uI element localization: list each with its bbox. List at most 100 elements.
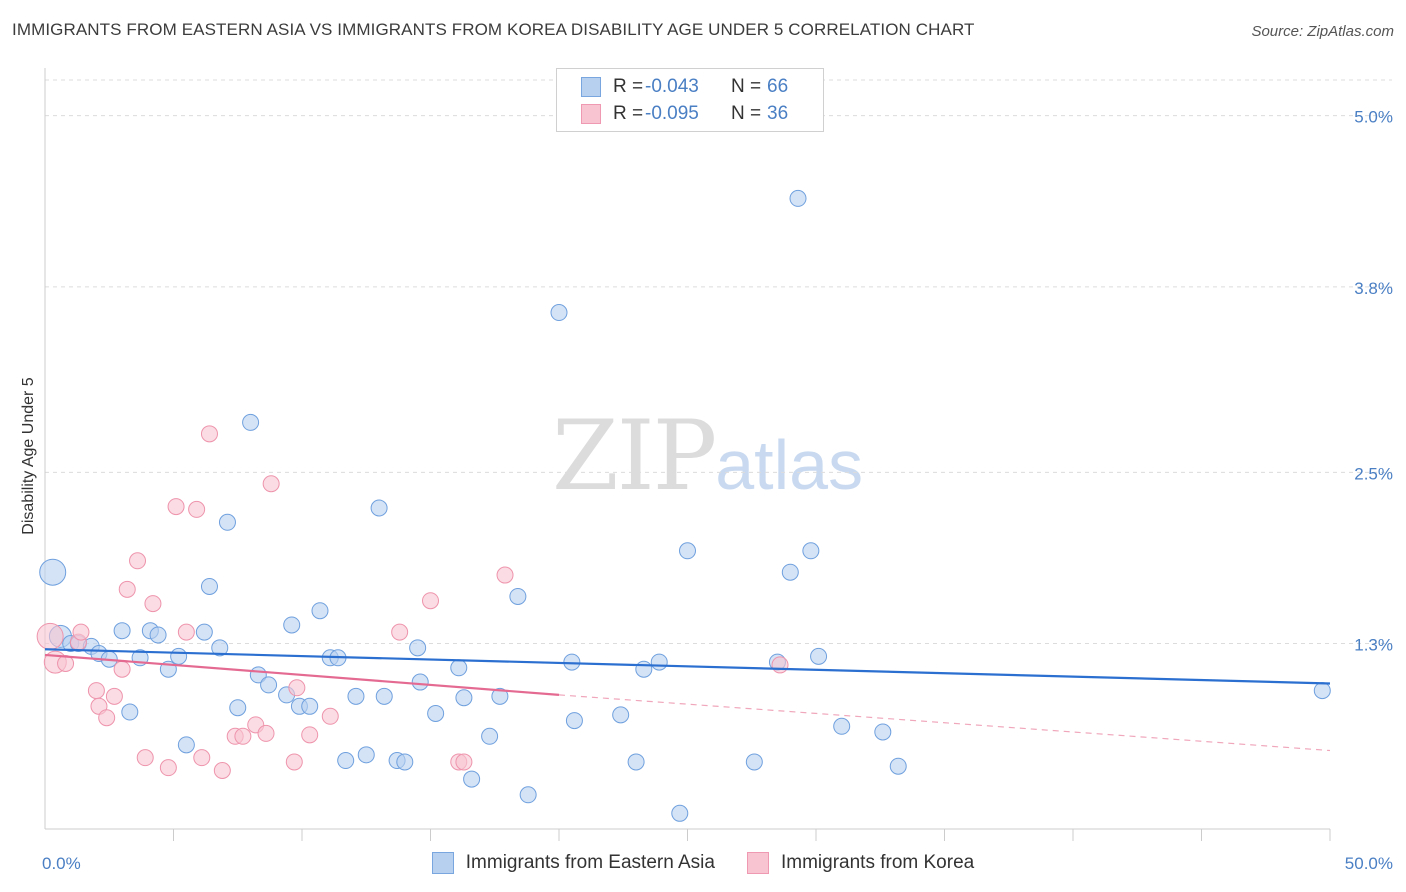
eastern-asia-point (491, 687, 509, 705)
korea-point (391, 623, 409, 641)
y-tick-label: 3.8% (1354, 279, 1393, 298)
eastern-asia-point (679, 542, 696, 560)
eastern-asia-point (260, 676, 278, 694)
legend-label-korea: Immigrants from Korea (780, 852, 975, 873)
legend-swatch-korea (581, 104, 601, 124)
korea-point (72, 623, 90, 641)
y-tick-label: 1.3% (1354, 636, 1393, 655)
n-value: 66 (767, 76, 789, 97)
eastern-asia-point (39, 558, 67, 586)
korea-trendline (44, 653, 560, 696)
korea-point (167, 498, 185, 516)
legend-label-eastern-asia: Immigrants from Eastern Asia (465, 852, 715, 873)
eastern-asia-point (802, 542, 820, 560)
x-tick-label: 0.0% (42, 854, 81, 873)
y-tick-label: 5.0% (1354, 108, 1393, 127)
korea-point (285, 753, 303, 771)
korea-point (422, 592, 439, 610)
legend-item-eastern-asia[interactable]: Immigrants from Eastern Asia (431, 852, 715, 874)
eastern-asia-point (889, 757, 907, 775)
eastern-asia-point (149, 626, 167, 644)
legend-row-korea: R = -0.095 N = 36 (557, 101, 788, 127)
eastern-asia-point (481, 727, 499, 745)
watermark-zip: ZIP (552, 400, 717, 512)
eastern-asia-point (789, 189, 807, 207)
eastern-asia-point (170, 647, 188, 665)
korea-point (455, 753, 473, 771)
eastern-asia-point (301, 697, 319, 715)
eastern-asia-point (242, 413, 260, 431)
legend-row-eastern-asia: R = -0.043 N = 66 (557, 74, 788, 100)
korea-point (159, 759, 177, 777)
eastern-asia-trendline (44, 648, 1331, 685)
korea-point (234, 727, 252, 745)
korea-point (321, 707, 339, 725)
korea-point (188, 500, 206, 518)
korea-point (771, 656, 789, 674)
eastern-asia-point (810, 647, 828, 665)
korea-point (105, 687, 123, 705)
eastern-asia-point (218, 513, 236, 531)
eastern-asia-point (113, 622, 131, 640)
korea-trendline-extension (558, 694, 1331, 752)
korea-point (98, 709, 116, 727)
korea-point (262, 475, 280, 493)
eastern-asia-point (396, 753, 414, 771)
legend-swatch-eastern-asia (431, 852, 454, 874)
source-label: Source: ZipAtlas.com (1251, 23, 1394, 40)
eastern-asia-point (347, 687, 365, 705)
eastern-asia-point (463, 770, 481, 788)
korea-point (36, 622, 64, 650)
eastern-asia-point (1313, 682, 1331, 700)
eastern-asia-point (195, 623, 213, 641)
eastern-asia-point (411, 673, 429, 691)
n-label: N = (731, 103, 762, 124)
stats-legend: R = -0.043 N = 66 R = -0.095 N = 36 (556, 68, 824, 132)
x-tick-label: 50.0% (1345, 854, 1393, 873)
korea-point (193, 749, 211, 767)
n-label: N = (731, 76, 762, 97)
eastern-asia-point (409, 639, 427, 657)
korea-point (177, 623, 195, 641)
eastern-asia-point (283, 616, 301, 634)
eastern-asia-point (455, 689, 473, 707)
eastern-asia-point (650, 653, 668, 671)
y-tick-label: 2.5% (1354, 464, 1393, 483)
series-legend: Immigrants from Eastern Asia Immigrants … (0, 852, 1406, 874)
korea-point (200, 425, 218, 443)
korea-point (129, 552, 147, 570)
watermark: ZIPatlas (552, 400, 863, 512)
eastern-asia-point (229, 699, 247, 717)
eastern-asia-point (370, 499, 388, 517)
n-value: 36 (767, 103, 789, 124)
eastern-asia-point (121, 703, 139, 721)
legend-item-korea[interactable]: Immigrants from Korea (746, 852, 975, 874)
eastern-asia-point (781, 563, 799, 581)
watermark-atlas: atlas (715, 426, 864, 504)
eastern-asia-point (519, 786, 537, 804)
korea-point (288, 679, 306, 697)
eastern-asia-point (612, 706, 630, 724)
korea-point (113, 660, 131, 678)
eastern-asia-point (375, 687, 393, 705)
eastern-asia-point (450, 659, 468, 677)
korea-point (136, 749, 154, 767)
eastern-asia-point (427, 704, 445, 722)
chart-title: IMMIGRANTS FROM EASTERN ASIA VS IMMIGRAN… (12, 20, 975, 39)
eastern-asia-point (745, 753, 763, 771)
eastern-asia-point (509, 587, 527, 605)
korea-point (87, 682, 105, 700)
eastern-asia-point (565, 712, 583, 730)
eastern-asia-point (671, 804, 689, 822)
korea-point (118, 580, 136, 598)
eastern-asia-point (211, 639, 229, 657)
legend-swatch-eastern-asia (581, 77, 601, 97)
legend-swatch-korea (746, 852, 769, 874)
r-value: -0.095 (645, 103, 699, 124)
eastern-asia-point (550, 304, 568, 322)
korea-point (301, 726, 319, 744)
korea-point (144, 595, 162, 613)
korea-point (213, 762, 231, 780)
eastern-asia-point (627, 753, 645, 771)
